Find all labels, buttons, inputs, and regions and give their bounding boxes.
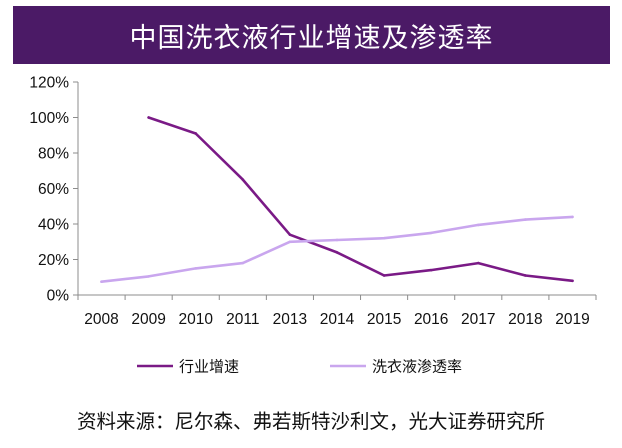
data-point: [476, 261, 480, 265]
y-tick-label: 20%: [38, 252, 69, 269]
x-tick-label: 2018: [508, 311, 542, 328]
chart-title: 中国洗衣液行业增速及渗透率: [129, 22, 494, 54]
x-tick-label: 2013: [273, 311, 307, 328]
data-point: [288, 233, 292, 236]
source-note: 资料来源：尼尔森、弗若斯特沙利文，光大证券研究所: [76, 410, 545, 433]
data-point: [194, 132, 198, 135]
data-point: [241, 261, 245, 265]
series-line-1: [100, 215, 574, 284]
y-tick-label: 60%: [38, 181, 69, 198]
data-point: [100, 280, 103, 283]
x-tick-label: 2008: [84, 311, 118, 328]
x-tick-label: 2019: [555, 311, 589, 328]
legend-label-0: 行业增速: [179, 358, 239, 376]
data-point: [429, 268, 433, 272]
series-line-0: [147, 116, 574, 283]
y-tick-label: 40%: [38, 217, 69, 234]
x-tick-label: 2014: [320, 311, 355, 328]
x-tick-label: 2010: [178, 311, 213, 328]
data-point: [524, 218, 527, 221]
data-point: [241, 178, 245, 181]
data-point: [335, 251, 339, 254]
x-tick-label: 2015: [367, 311, 401, 328]
x-tick-label: 2017: [461, 311, 495, 328]
data-point: [382, 236, 386, 240]
x-tick-label: 2009: [131, 311, 165, 328]
data-point: [524, 274, 527, 277]
data-point: [147, 116, 150, 119]
legend-label-1: 洗衣液渗透率: [372, 358, 462, 376]
y-tick-label: 80%: [38, 146, 69, 163]
data-point: [288, 240, 292, 244]
data-point: [335, 238, 339, 242]
data-point: [476, 223, 480, 227]
data-point: [194, 267, 198, 270]
x-tick-label: 2016: [414, 311, 448, 328]
data-point: [429, 231, 433, 235]
y-tick-label: 100%: [29, 110, 69, 127]
chart-title-bar: 中国洗衣液行业增速及渗透率: [13, 6, 610, 64]
x-tick-label: 2011: [226, 311, 259, 328]
y-tick-label: 120%: [29, 75, 69, 92]
data-point: [571, 279, 574, 283]
data-point: [382, 274, 386, 277]
data-point: [147, 275, 150, 278]
y-tick-label: 0%: [47, 288, 70, 305]
data-point: [571, 215, 574, 219]
